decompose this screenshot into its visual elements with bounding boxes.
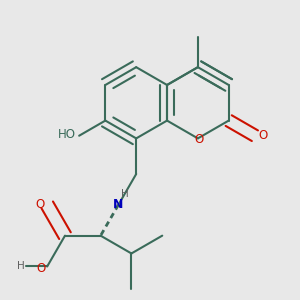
Text: O: O [195,134,204,146]
Text: H: H [16,262,24,272]
Text: H: H [121,189,129,199]
Text: HO: HO [57,128,75,141]
Text: O: O [259,129,268,142]
Text: N: N [113,198,124,211]
Text: O: O [36,262,46,275]
Text: O: O [35,198,45,211]
